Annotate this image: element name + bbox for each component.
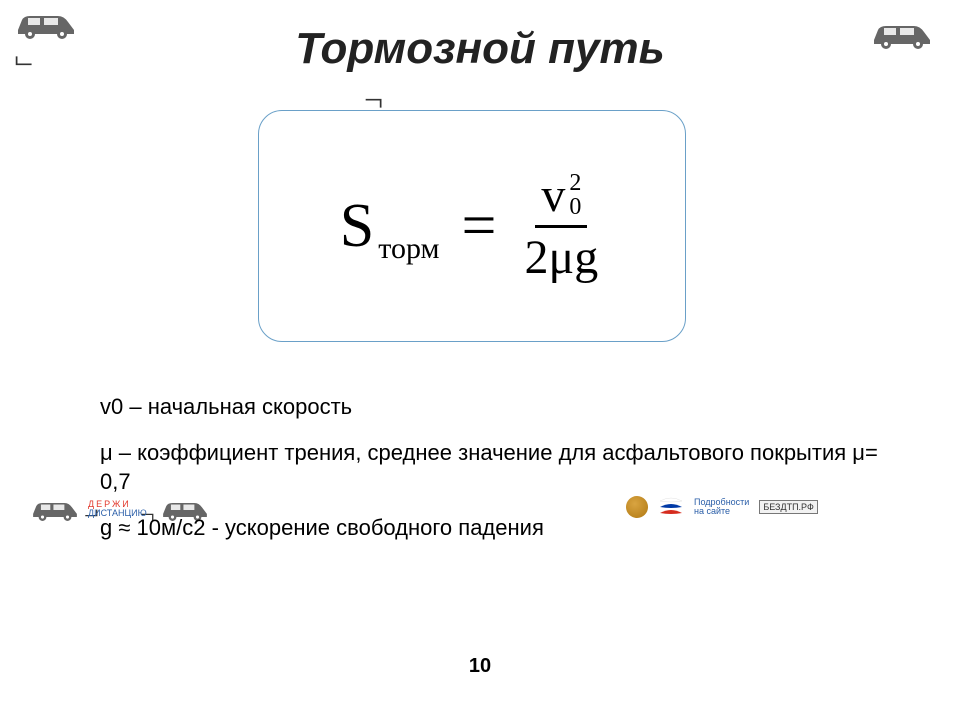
emblem-icon	[626, 496, 648, 518]
car-icon	[870, 20, 934, 55]
podrobnosti-line2: на сайте	[694, 507, 749, 516]
car-icon	[30, 498, 80, 527]
definitions-block: v0 – начальная скорость μ – коэффициент т…	[100, 392, 890, 559]
flag-icon	[658, 497, 684, 517]
car-icon	[14, 10, 78, 45]
bezdtp-badge: БЕЗДТП.РФ	[759, 500, 817, 514]
definition-line: μ – коэффициент трения, среднее значение…	[100, 438, 890, 497]
derzhi-line2: ДИСТАНЦИЮ	[88, 509, 147, 518]
formula: S торм = v 2 0 2μg	[340, 166, 604, 287]
bracket-mark: ⌐	[14, 44, 33, 82]
numerator-base: v	[541, 168, 565, 223]
formula-lhs: S торм	[340, 191, 440, 262]
derzhi-logo: ДЕРЖИ ДИСТАНЦИЮ	[88, 500, 147, 518]
slide-page: Тормозной путь ⌐⌐⌐⌐ S торм = v	[0, 0, 960, 720]
page-number: 10	[0, 655, 960, 678]
logo-strip: Подробности на сайте БЕЗДТП.РФ	[626, 496, 818, 518]
podrobnosti-logo: Подробности на сайте	[694, 498, 749, 516]
slide-title: Тормозной путь	[0, 24, 960, 74]
fraction: v 2 0 2μg	[518, 166, 604, 287]
equals-sign: =	[462, 191, 497, 262]
lhs-subscript: торм	[378, 232, 439, 266]
denominator: 2μg	[518, 228, 604, 287]
numerator-sup: 2	[569, 171, 581, 195]
definition-line: v0 – начальная скорость	[100, 392, 890, 422]
numerator-sub: 0	[569, 195, 581, 219]
lhs-symbol: S	[340, 191, 374, 262]
numerator: v 2 0	[535, 166, 587, 228]
formula-box: S торм = v 2 0 2μg	[258, 110, 686, 342]
